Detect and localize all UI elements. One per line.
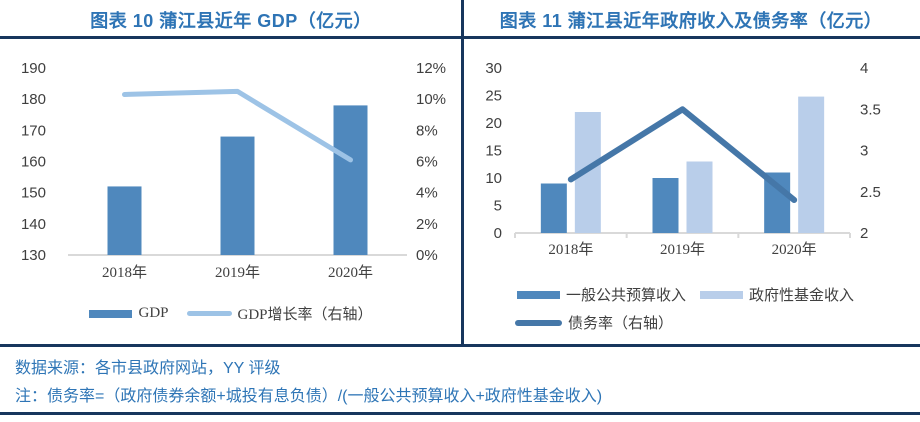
svg-text:10: 10	[485, 170, 502, 187]
svg-text:6%: 6%	[416, 154, 438, 171]
legend-item-fund-revenue: 政府性基金收入	[700, 284, 854, 305]
fund-revenue-bar-swatch	[700, 290, 744, 299]
gdp-chart-legend: GDP GDP增长率（右轴）	[0, 303, 462, 324]
formula-note: 注：债务率=（政府债券余额+城投有息负债）/(一般公共预算收入+政府性基金收入)	[15, 388, 603, 405]
legend-item-budget-revenue: 一般公共预算收入	[517, 284, 686, 305]
debt-ratio-legend-label: 债务率（右轴）	[568, 316, 674, 332]
svg-text:3: 3	[860, 143, 868, 160]
svg-text:140: 140	[21, 216, 46, 233]
svg-text:2020年: 2020年	[328, 264, 373, 281]
budget-revenue-bar-swatch	[517, 290, 560, 299]
gdp-legend-label: GDP	[138, 305, 169, 321]
revenue-chart-legend-row2: 债务率（右轴）	[515, 312, 673, 333]
svg-text:2%: 2%	[416, 216, 438, 233]
gdp-growth-line-swatch	[186, 311, 232, 316]
panel-divider-rule	[461, 0, 464, 345]
svg-text:0: 0	[494, 225, 502, 242]
svg-text:8%: 8%	[416, 122, 438, 139]
svg-text:2019年: 2019年	[215, 264, 260, 281]
svg-text:5: 5	[494, 198, 502, 215]
svg-text:4%: 4%	[416, 185, 438, 202]
legend-item-gdp: GDP	[89, 305, 169, 322]
notes-top-rule	[0, 344, 920, 347]
svg-text:150: 150	[21, 185, 46, 202]
svg-text:3.5: 3.5	[860, 101, 881, 118]
revenue-debt-chart: 30 25 20 15 10 5 0 4 3.5 3 2.5 2 2018年 2019年 2020年	[485, 60, 881, 258]
svg-text:12%: 12%	[416, 60, 446, 77]
svg-text:130: 130	[21, 247, 46, 264]
legend-item-gdp-growth: GDP增长率（右轴）	[186, 303, 373, 324]
legend-item-debt-ratio: 债务率（右轴）	[515, 312, 673, 333]
svg-text:2018年: 2018年	[548, 241, 593, 258]
svg-text:2018年: 2018年	[102, 264, 147, 281]
svg-text:25: 25	[485, 88, 502, 105]
bottom-rule	[0, 412, 920, 415]
svg-text:10%: 10%	[416, 91, 446, 108]
gdp-chart: 190 180 170 160 150 140 130 12% 10% 8% 6% 4% 2% 0% 201…	[21, 60, 446, 281]
fund-revenue-legend-label: 政府性基金收入	[749, 288, 855, 304]
svg-text:170: 170	[21, 122, 46, 139]
svg-text:0%: 0%	[416, 247, 438, 264]
svg-text:180: 180	[21, 91, 46, 108]
svg-text:4: 4	[860, 60, 868, 77]
figure-11-title: 图表 11 蒲江县近年政府收入及债务率（亿元）	[499, 11, 883, 31]
gdp-growth-legend-label: GDP增长率（右轴）	[237, 307, 373, 323]
svg-text:20: 20	[485, 115, 502, 132]
svg-text:190: 190	[21, 60, 46, 77]
title-underline-rule	[0, 36, 920, 39]
data-source-note: 数据来源：各市县政府网站，YY 评级	[15, 360, 281, 377]
svg-text:2020年: 2020年	[772, 241, 817, 258]
svg-text:2.5: 2.5	[860, 184, 881, 201]
figure-10-title: 图表 10 蒲江县近年 GDP（亿元）	[90, 11, 372, 31]
debt-ratio-line-swatch	[515, 319, 562, 326]
svg-text:160: 160	[21, 154, 46, 171]
svg-text:15: 15	[485, 143, 502, 160]
gdp-bar-swatch	[89, 309, 133, 318]
svg-text:30: 30	[485, 60, 502, 77]
svg-text:2: 2	[860, 225, 868, 242]
svg-text:2019年: 2019年	[660, 241, 705, 258]
budget-revenue-legend-label: 一般公共预算收入	[566, 288, 687, 304]
revenue-chart-legend-row1: 一般公共预算收入 政府性基金收入	[517, 284, 854, 305]
